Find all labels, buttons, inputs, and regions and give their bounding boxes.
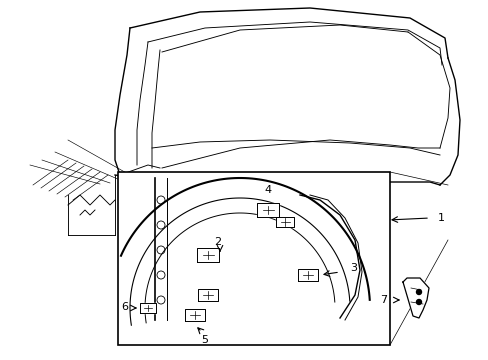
Text: 6: 6 [121,302,128,312]
Polygon shape [297,269,317,281]
Text: 4: 4 [264,185,271,195]
Text: 2: 2 [214,237,221,247]
Polygon shape [257,203,279,217]
Text: 3: 3 [349,263,356,273]
Polygon shape [140,303,156,313]
Text: 1: 1 [437,213,444,223]
Polygon shape [402,278,428,318]
Text: 7: 7 [379,295,386,305]
Polygon shape [198,289,218,301]
Circle shape [416,289,421,294]
Bar [118,172,389,345]
Polygon shape [197,248,219,262]
Circle shape [416,300,421,305]
Text: 5: 5 [201,335,208,345]
Polygon shape [184,309,204,321]
Polygon shape [275,217,293,228]
